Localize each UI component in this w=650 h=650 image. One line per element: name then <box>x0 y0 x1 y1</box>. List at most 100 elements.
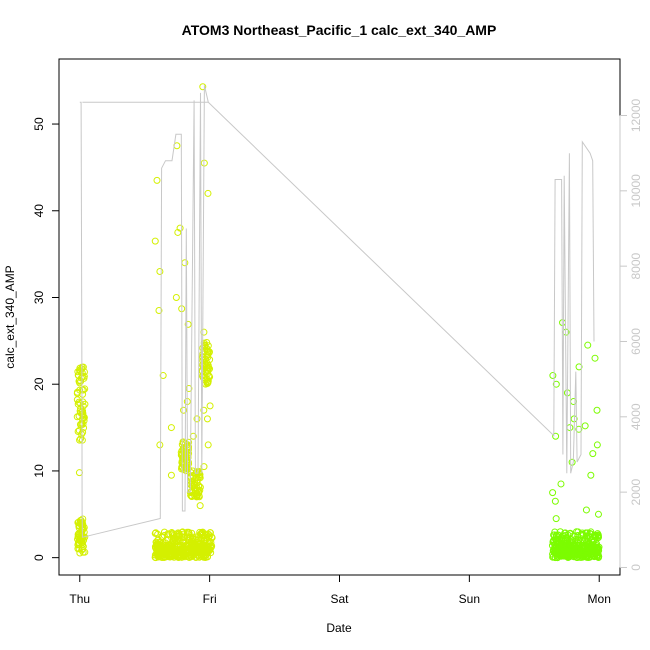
data-point <box>196 502 204 510</box>
data-point <box>552 515 560 523</box>
data-point <box>81 548 89 556</box>
data-point <box>195 482 203 490</box>
data-point <box>571 545 579 553</box>
data-point <box>589 450 597 458</box>
data-point <box>205 349 213 357</box>
data-point <box>172 530 180 538</box>
y-tick-label: 20 <box>32 377 46 391</box>
data-point <box>552 432 560 440</box>
data-point <box>174 537 182 545</box>
data-point <box>200 537 208 545</box>
data-point <box>566 424 574 432</box>
data-point <box>549 372 557 380</box>
data-point <box>582 506 590 514</box>
altitude-line-layer <box>79 85 595 538</box>
data-point <box>591 552 599 560</box>
y-axis: 0 10 20 30 40 50 <box>32 117 60 561</box>
data-point <box>206 356 214 364</box>
data-point <box>193 489 201 497</box>
data-point <box>557 480 565 488</box>
data-point <box>180 536 188 544</box>
y2-tick-label: 12000 <box>629 98 643 132</box>
data-point <box>152 529 160 537</box>
data-point <box>189 552 197 560</box>
data-point <box>551 547 559 555</box>
y2-tick-label: 4000 <box>629 403 643 430</box>
x-tick-label: Sun <box>459 592 480 606</box>
data-point <box>568 545 576 553</box>
y-tick-label: 10 <box>32 464 46 478</box>
data-point <box>552 380 560 388</box>
data-point <box>196 471 204 479</box>
data-point <box>151 529 159 537</box>
data-point <box>199 541 207 549</box>
data-point <box>167 471 175 479</box>
data-point <box>183 528 191 536</box>
data-point <box>196 474 204 482</box>
data-point <box>581 544 589 552</box>
data-point <box>587 471 595 479</box>
x-tick-label: Mon <box>588 592 611 606</box>
data-point <box>198 542 206 550</box>
y2-tick-label: 8000 <box>629 252 643 279</box>
data-point <box>200 406 208 414</box>
data-point <box>575 363 583 371</box>
data-point <box>76 409 84 417</box>
data-point <box>186 553 194 561</box>
data-point <box>188 480 196 488</box>
data-point <box>79 402 87 410</box>
data-point <box>156 267 164 275</box>
x-axis: Thu Fri Sat Sun Mon <box>69 574 611 606</box>
data-point <box>80 417 88 425</box>
data-point <box>592 548 600 556</box>
data-point <box>75 366 83 374</box>
data-point <box>159 372 167 380</box>
data-point <box>204 379 212 387</box>
y2-tick-label: 2000 <box>629 478 643 505</box>
data-point <box>185 535 193 543</box>
data-point <box>204 189 212 197</box>
data-point <box>190 480 198 488</box>
data-point <box>186 533 194 541</box>
data-point <box>79 515 87 523</box>
data-point <box>205 546 213 554</box>
y-tick-label: 30 <box>32 290 46 304</box>
data-point <box>165 551 173 559</box>
data-point <box>594 510 602 518</box>
data-point <box>167 424 175 432</box>
data-point <box>163 544 171 552</box>
data-point <box>196 483 204 491</box>
data-point <box>156 539 164 547</box>
data-point <box>80 413 88 421</box>
data-point <box>551 497 559 505</box>
data-point <box>200 463 208 471</box>
data-point <box>160 531 168 539</box>
x-tick-label: Thu <box>69 592 90 606</box>
plot-frame <box>58 58 621 576</box>
y-tick-label: 50 <box>32 117 46 131</box>
data-points-layer <box>73 83 603 562</box>
data-point <box>178 463 186 471</box>
y-tick-label: 40 <box>32 204 46 218</box>
data-point <box>204 441 212 449</box>
data-point <box>77 435 85 443</box>
data-point <box>197 530 205 538</box>
data-point <box>195 492 203 500</box>
data-point <box>76 379 84 387</box>
data-point <box>561 529 569 537</box>
data-point <box>155 306 163 314</box>
data-point <box>180 551 188 559</box>
data-point <box>175 551 183 559</box>
data-point <box>177 451 185 459</box>
data-point <box>206 529 214 537</box>
data-point <box>156 441 164 449</box>
data-point <box>76 549 84 557</box>
data-point <box>180 406 188 414</box>
x-axis-label: Date <box>326 621 352 635</box>
y-tick-label: 0 <box>32 554 46 561</box>
data-point <box>549 489 557 497</box>
data-point <box>75 469 83 477</box>
data-point <box>570 398 578 406</box>
data-point <box>575 425 583 433</box>
x-tick-label: Fri <box>203 592 217 606</box>
